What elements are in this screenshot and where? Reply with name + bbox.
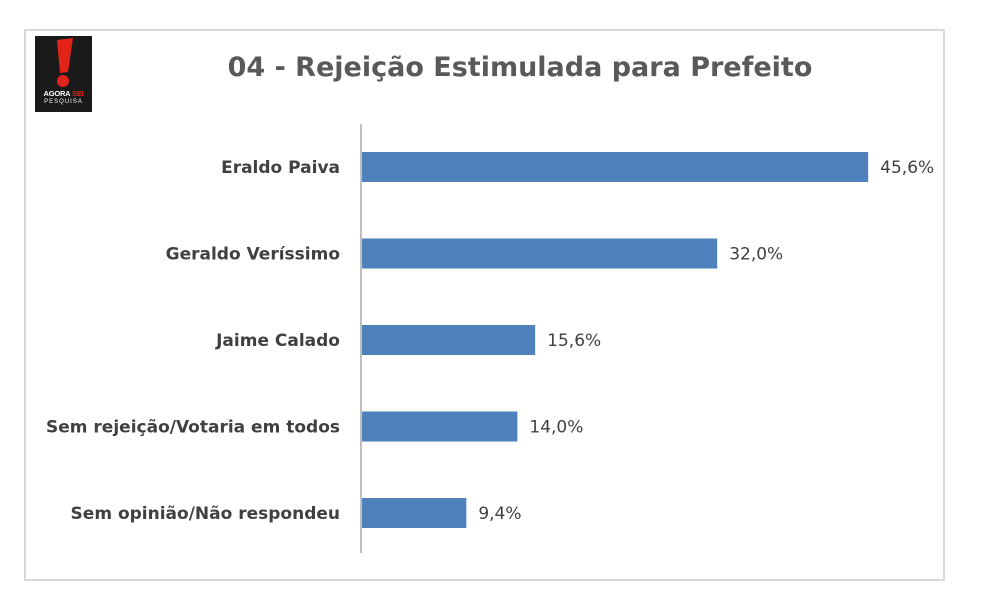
value-label: 9,4% [478,504,521,524]
bar [362,325,536,355]
value-label: 45,6% [880,158,934,178]
chart-title: 04 - Rejeição Estimulada para Prefeito [227,52,813,83]
chart-frame [24,29,945,581]
bar [362,152,869,182]
logo-subtitle: PESQUISA [44,99,83,105]
logo: AGORA SEI PESQUISA [35,36,92,112]
exclamation-logo-icon [57,38,73,87]
category-label: Jaime Calado [215,331,340,351]
category-label: Geraldo Veríssimo [166,245,340,265]
logo-brand: AGORA SEI [43,89,84,98]
value-label: 32,0% [729,245,783,265]
category-label: Eraldo Paiva [221,158,340,178]
value-label: 14,0% [529,418,583,438]
bar [362,411,518,442]
category-label: Sem rejeição/Votaria em todos [46,418,340,438]
bar [362,498,467,528]
category-label: Sem opinião/Não respondeu [71,504,340,524]
bar [362,238,718,269]
value-label: 15,6% [547,331,601,351]
